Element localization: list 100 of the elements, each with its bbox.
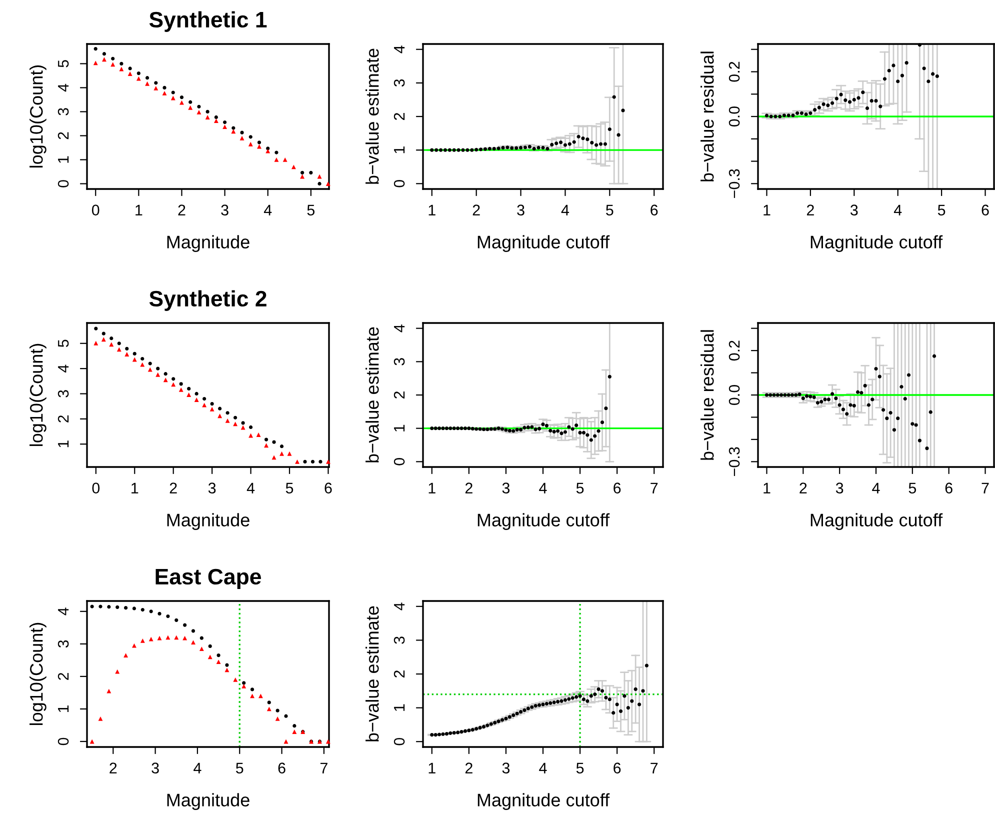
y-axis-title: b−value estimate [366, 606, 379, 742]
x-tick-label: 4 [561, 204, 570, 216]
y-axis-title: log10(Count) [30, 622, 46, 725]
y-tick-label: 1 [394, 146, 405, 154]
x-tick-label: 7 [650, 762, 658, 774]
x-axis-title: Magnitude [167, 793, 250, 810]
y-axis-title: b−value estimate [366, 327, 379, 462]
x-tick-label: 3 [208, 482, 216, 494]
y-tick-label: 4 [58, 364, 69, 372]
y-tick-label: 0 [58, 738, 69, 746]
y-tick-label: 0 [394, 180, 405, 188]
x-tick-label: 1 [428, 204, 436, 216]
y-tick-label: 5 [58, 340, 69, 348]
x-axis-title: Magnitude cutoff [810, 235, 943, 252]
y-tick-label: 3 [58, 640, 69, 648]
x-tick-label: 6 [614, 762, 621, 774]
x-tick-label: 6 [614, 482, 621, 494]
x-tick-label: 5 [236, 762, 244, 774]
x-tick-label: 6 [278, 762, 286, 774]
y-tick-label: 0 [394, 458, 405, 466]
y-tick-label: 4 [394, 46, 405, 54]
chart-title: East Cape [156, 568, 261, 589]
x-tick-label: 0 [92, 204, 100, 216]
x-tick-label: 1 [132, 482, 138, 494]
y-tick-label: −0.3 [728, 447, 740, 476]
y-tick-label: 1 [58, 705, 69, 712]
y-axis-title: b−value estimate [366, 48, 379, 184]
y-tick-label: 3 [58, 108, 69, 116]
x-axis-title: Magnitude cutoff [478, 513, 610, 530]
y-tick-label: −0.3 [728, 169, 740, 198]
chart-title: Synthetic 1 [149, 11, 267, 32]
x-tick-label: 4 [539, 482, 547, 494]
y-tick-label: 1 [58, 440, 69, 448]
x-tick-label: 5 [606, 204, 614, 216]
x-tick-label: 4 [264, 204, 272, 216]
x-tick-label: 5 [286, 482, 294, 494]
y-tick-label: 2 [394, 113, 405, 120]
y-tick-label: 2 [58, 672, 69, 680]
y-axis-title: log10(Count) [30, 344, 46, 446]
x-tick-label: 4 [194, 762, 202, 774]
x-tick-label: 3 [152, 762, 159, 774]
x-tick-label: 2 [472, 204, 480, 216]
x-tick-label: 5 [576, 482, 584, 494]
x-tick-label: 2 [178, 204, 186, 216]
x-tick-label: 1 [764, 482, 770, 494]
y-tick-label: 3 [394, 79, 405, 87]
x-axis-title: Magnitude cutoff [478, 235, 610, 252]
x-tick-label: 2 [465, 762, 472, 774]
x-tick-label: 3 [502, 762, 510, 774]
y-tick-label: 1 [394, 424, 405, 432]
x-axis-title: Magnitude cutoff [478, 793, 610, 810]
y-tick-label: 2 [394, 670, 405, 678]
y-tick-label: 0.0 [728, 106, 740, 127]
y-tick-label: 2 [58, 132, 69, 140]
x-tick-label: 1 [764, 204, 770, 216]
x-tick-label: 0 [92, 482, 100, 494]
x-tick-label: 3 [502, 482, 510, 494]
x-tick-label: 1 [428, 482, 436, 494]
y-tick-label: 3 [394, 636, 405, 644]
x-tick-label: 5 [908, 482, 916, 494]
y-axis-title: log10(Count) [30, 65, 46, 168]
y-tick-label: 4 [394, 602, 405, 610]
y-tick-label: 0 [58, 180, 69, 188]
y-tick-label: 5 [58, 60, 69, 68]
y-tick-label: 3 [58, 390, 69, 398]
y-tick-label: 4 [58, 84, 69, 92]
y-tick-label: 4 [58, 608, 69, 616]
x-tick-label: 2 [800, 482, 807, 494]
x-tick-label: 4 [894, 204, 902, 216]
y-tick-label: 4 [394, 324, 405, 332]
x-tick-label: 2 [465, 482, 472, 494]
x-tick-label: 5 [938, 204, 946, 216]
y-tick-label: 1 [58, 156, 69, 163]
x-axis-title: Magnitude [167, 513, 250, 530]
chart-title: Synthetic 2 [149, 290, 266, 311]
y-axis-title: b−value residual [700, 52, 714, 182]
x-tick-label: 7 [982, 482, 989, 494]
x-tick-label: 5 [576, 762, 584, 774]
x-tick-label: 2 [110, 762, 117, 774]
x-tick-label: 6 [982, 204, 989, 216]
y-tick-label: 2 [58, 415, 69, 422]
y-tick-label: 0 [394, 738, 405, 746]
x-tick-label: 3 [517, 204, 524, 216]
y-tick-label: 0.0 [728, 384, 740, 406]
x-tick-label: 2 [170, 482, 177, 494]
x-tick-label: 3 [221, 204, 228, 216]
x-tick-label: 3 [836, 482, 844, 494]
x-tick-label: 2 [806, 204, 814, 216]
x-tick-label: 4 [872, 482, 880, 494]
x-tick-label: 6 [945, 482, 952, 494]
x-tick-label: 1 [428, 762, 436, 774]
y-tick-label: 2 [394, 392, 405, 398]
x-tick-label: 6 [650, 204, 658, 216]
x-tick-label: 7 [650, 482, 658, 494]
y-tick-label: 0.2 [728, 62, 740, 82]
y-axis-title: b−value residual [700, 330, 714, 460]
y-tick-label: 0.2 [728, 340, 740, 361]
x-tick-label: 5 [307, 204, 315, 216]
x-tick-label: 4 [539, 762, 547, 774]
y-tick-label: 3 [394, 358, 405, 366]
